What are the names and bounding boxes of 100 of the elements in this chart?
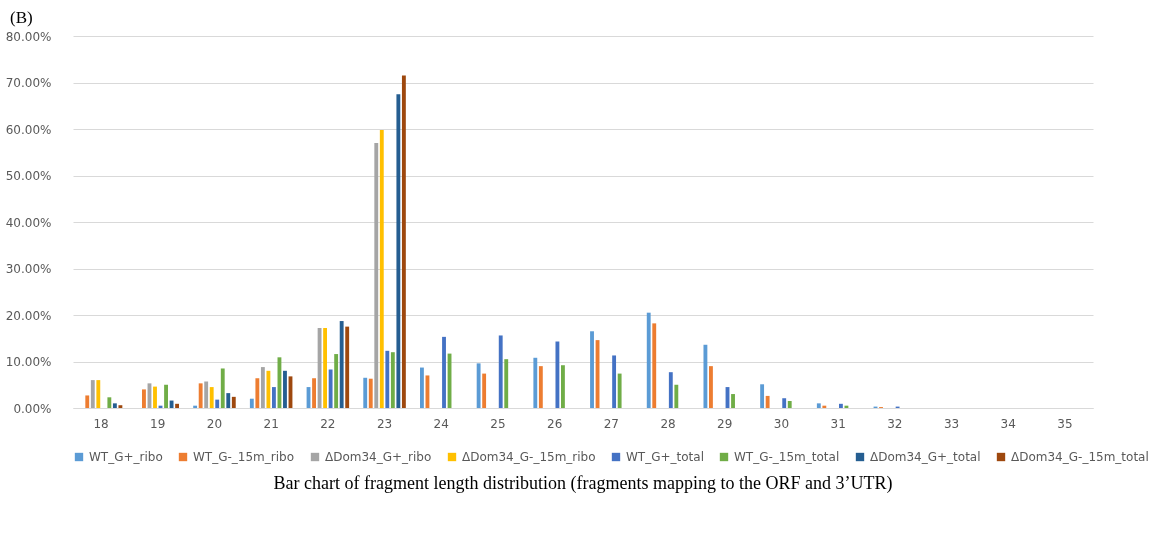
x-tick-label: 18 <box>93 416 109 431</box>
legend-label: ΔDom34_G+_total <box>870 450 981 464</box>
bar <box>226 393 231 408</box>
bar <box>538 366 543 408</box>
x-tick-label: 33 <box>943 416 960 431</box>
bar <box>482 373 487 408</box>
text: Bar chart of fragment length distribution (fragments mapping to the ORF and 3’UTR) <box>273 473 893 494</box>
bar <box>646 312 651 408</box>
y-tick-label: 60.00% <box>5 122 52 137</box>
bar <box>401 75 406 408</box>
bar <box>345 326 350 408</box>
y-tick-label: 0.00% <box>13 401 52 416</box>
y-tick-label: 50.00% <box>5 169 52 183</box>
bar <box>312 378 316 408</box>
bar <box>198 383 203 408</box>
bar <box>374 142 379 408</box>
text: (B) <box>10 8 33 28</box>
bar <box>339 321 344 408</box>
legend-label: WT_G+_total <box>626 450 704 464</box>
bar <box>617 373 622 408</box>
x-tick-label: 27 <box>603 416 619 431</box>
bar <box>215 399 220 408</box>
bar <box>363 377 368 408</box>
x-tick-label: 20 <box>206 416 223 431</box>
legend-label: ΔDom34_G+_ribo <box>325 450 432 464</box>
y-tick-label: 20.00% <box>5 308 52 323</box>
bar <box>590 331 594 408</box>
bar <box>90 380 95 408</box>
x-tick-label: 34 <box>1000 416 1016 431</box>
bar <box>838 403 843 408</box>
x-tick-label: 25 <box>490 416 506 431</box>
bar <box>142 389 146 408</box>
x-tick-label: 31 <box>830 416 846 431</box>
legend-label: ΔDom34_G-_15m_total <box>1011 450 1149 464</box>
bar <box>765 395 770 408</box>
x-tick-label: 30 <box>773 416 790 431</box>
bar <box>782 398 787 408</box>
legend-label: WT_G-_15m_total <box>734 450 840 464</box>
bar <box>396 94 401 408</box>
bar <box>787 401 792 408</box>
bar <box>283 370 287 408</box>
x-tick-label: 22 <box>320 416 336 431</box>
legend-label: WT_G-_15m_ribo <box>193 450 295 464</box>
bar <box>504 359 509 408</box>
bar <box>760 384 765 408</box>
x-tick-label: 26 <box>547 416 563 431</box>
y-tick-label: 40.00% <box>5 215 52 230</box>
x-tick-label: 23 <box>376 416 393 431</box>
y-tick-label: 10.00% <box>5 355 52 369</box>
x-tick-label: 32 <box>887 416 903 431</box>
bar <box>107 397 112 408</box>
bar <box>668 372 673 408</box>
x-tick-label: 29 <box>717 416 733 431</box>
bar <box>555 341 560 408</box>
bar <box>169 400 174 408</box>
bar <box>533 357 538 408</box>
bar <box>652 323 657 408</box>
x-tick-label: 28 <box>660 416 676 431</box>
bar <box>334 354 339 408</box>
x-tick-label: 35 <box>1057 416 1073 431</box>
bar <box>368 378 373 408</box>
bar <box>255 378 260 408</box>
x-tick-label: 24 <box>433 416 449 431</box>
bar <box>112 403 117 408</box>
bar <box>674 384 679 408</box>
bar <box>709 366 713 408</box>
bar <box>266 370 271 408</box>
bar <box>96 380 101 408</box>
bar <box>204 381 209 408</box>
bar <box>271 387 276 408</box>
bar <box>209 387 214 408</box>
bar <box>323 328 328 408</box>
bar <box>419 367 424 408</box>
bar <box>249 398 254 408</box>
bar <box>442 336 446 408</box>
bar <box>612 355 617 408</box>
bar <box>317 328 322 408</box>
bar <box>328 369 333 408</box>
bar <box>703 344 708 408</box>
bar <box>561 365 565 408</box>
bar <box>731 394 735 408</box>
bar <box>153 386 157 408</box>
bar <box>118 405 123 408</box>
y-tick-label: 80.00% <box>5 29 52 44</box>
y-tick-label: 70.00% <box>5 76 52 90</box>
bar <box>85 395 90 408</box>
bar <box>260 367 265 408</box>
legend-label: WT_G+_ribo <box>89 450 163 464</box>
bar <box>231 396 236 408</box>
y-tick-label: 30.00% <box>5 262 52 276</box>
bar <box>379 129 384 408</box>
bar <box>164 384 168 408</box>
bar <box>498 335 503 408</box>
bar <box>175 403 180 408</box>
x-tick-label: 19 <box>150 416 166 431</box>
bar <box>390 352 395 408</box>
bar <box>220 368 225 408</box>
bar <box>816 403 821 408</box>
bar <box>476 363 481 408</box>
bar <box>385 350 390 408</box>
